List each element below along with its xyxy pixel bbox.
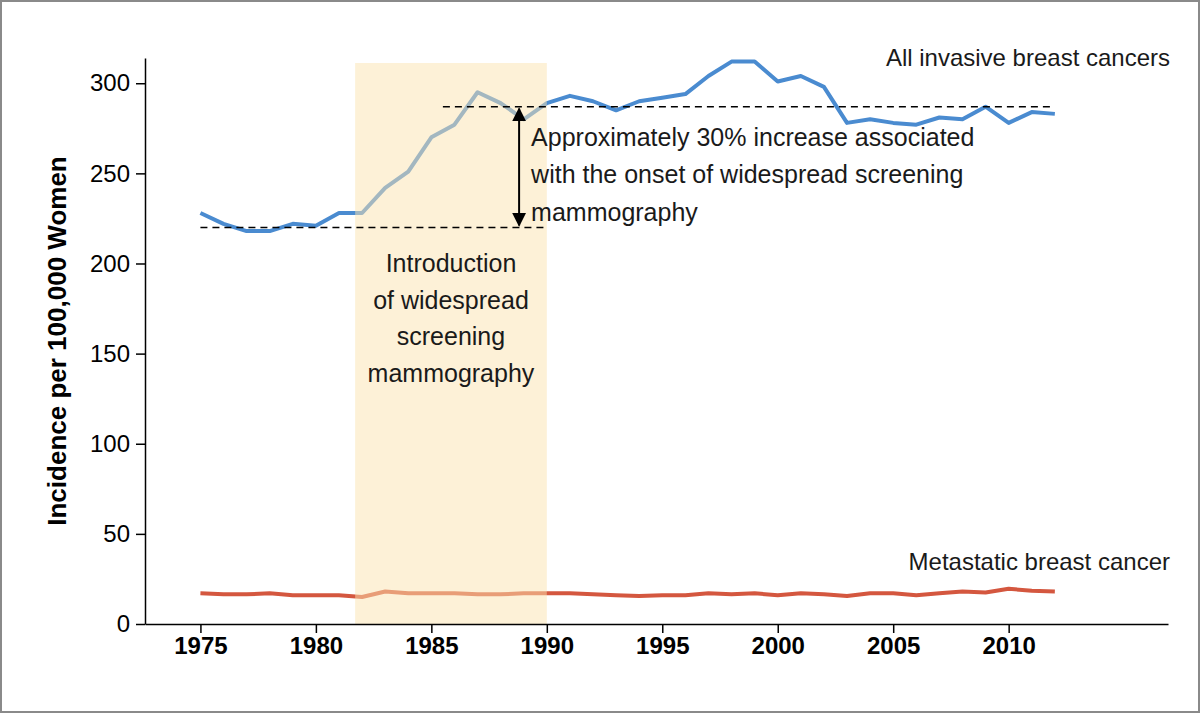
y-axis: 0 50 100 150 200 250 300 bbox=[90, 59, 146, 638]
y-tick-mark bbox=[136, 173, 145, 175]
frame bbox=[1, 1, 1199, 712]
x-tick-label: 1985 bbox=[405, 632, 458, 659]
annotation: Approximately 30% increase associated bbox=[531, 123, 974, 151]
y-tick: 0 bbox=[117, 610, 145, 637]
x-tick-label: 2005 bbox=[867, 632, 920, 659]
reference-line bbox=[200, 227, 546, 229]
y-tick: 200 bbox=[90, 250, 145, 277]
x-tick: 1975 bbox=[174, 624, 227, 659]
chart-svg: 1975 1980 1985 1990 1995 2000 2005 2010 0 50 100 15… bbox=[0, 0, 1200, 713]
y-tick-mark bbox=[136, 534, 145, 536]
y-tick: 50 bbox=[103, 520, 145, 547]
annotation: with the onset of widespread screening bbox=[530, 160, 963, 188]
y-tick-mark bbox=[136, 624, 145, 626]
x-tick-label: 2000 bbox=[752, 632, 805, 659]
y-tick-label: 200 bbox=[90, 250, 130, 277]
x-tick: 2010 bbox=[982, 624, 1035, 659]
series-line bbox=[200, 589, 1054, 597]
y-tick-label: 100 bbox=[90, 430, 130, 457]
y-tick-label: 300 bbox=[90, 69, 130, 96]
x-axis-line bbox=[146, 624, 1169, 626]
chart-container: 1975 1980 1985 1990 1995 2000 2005 2010 0 50 100 15… bbox=[0, 0, 1200, 713]
y-tick-mark bbox=[136, 353, 145, 355]
shaded-region bbox=[355, 63, 547, 624]
x-tick-label: 2010 bbox=[982, 632, 1035, 659]
x-tick-label: 1975 bbox=[174, 632, 227, 659]
x-tick: 1985 bbox=[405, 624, 458, 659]
y-tick-mark bbox=[136, 443, 145, 445]
y-tick-mark bbox=[136, 83, 145, 85]
x-tick: 1990 bbox=[521, 624, 574, 659]
y-tick: 300 bbox=[90, 69, 145, 96]
x-tick: 2000 bbox=[752, 624, 805, 659]
annotation: mammography bbox=[531, 198, 698, 226]
y-tick: 250 bbox=[90, 160, 145, 187]
x-tick: 1995 bbox=[636, 624, 689, 659]
x-tick: 2005 bbox=[867, 624, 920, 659]
y-tick-label: 250 bbox=[90, 160, 130, 187]
region-label: screening bbox=[397, 322, 505, 350]
x-tick-label: 1995 bbox=[636, 632, 689, 659]
y-tick: 100 bbox=[90, 430, 145, 457]
region-label: Introduction bbox=[386, 249, 517, 277]
region-label: mammography bbox=[368, 359, 535, 387]
y-tick-label: 0 bbox=[117, 610, 130, 637]
y-tick-mark bbox=[136, 263, 145, 265]
series-label: All invasive breast cancers bbox=[886, 44, 1170, 71]
y-tick-label: 150 bbox=[90, 340, 130, 367]
y-axis-title: Incidence per 100,000 Women bbox=[42, 156, 72, 525]
plot-area bbox=[200, 62, 1054, 624]
x-tick-label: 1990 bbox=[521, 632, 574, 659]
y-tick: 150 bbox=[90, 340, 145, 367]
series-line bbox=[200, 62, 1054, 231]
x-tick: 1980 bbox=[290, 624, 343, 659]
series-label: Metastatic breast cancer bbox=[909, 548, 1170, 575]
arrow bbox=[518, 109, 520, 226]
y-tick-label: 50 bbox=[103, 520, 130, 547]
reference-line bbox=[443, 106, 1055, 108]
x-axis: 1975 1980 1985 1990 1995 2000 2005 2010 bbox=[146, 624, 1169, 659]
y-axis-line bbox=[145, 59, 147, 625]
x-tick-label: 1980 bbox=[290, 632, 343, 659]
region-label: of widespread bbox=[373, 286, 529, 314]
